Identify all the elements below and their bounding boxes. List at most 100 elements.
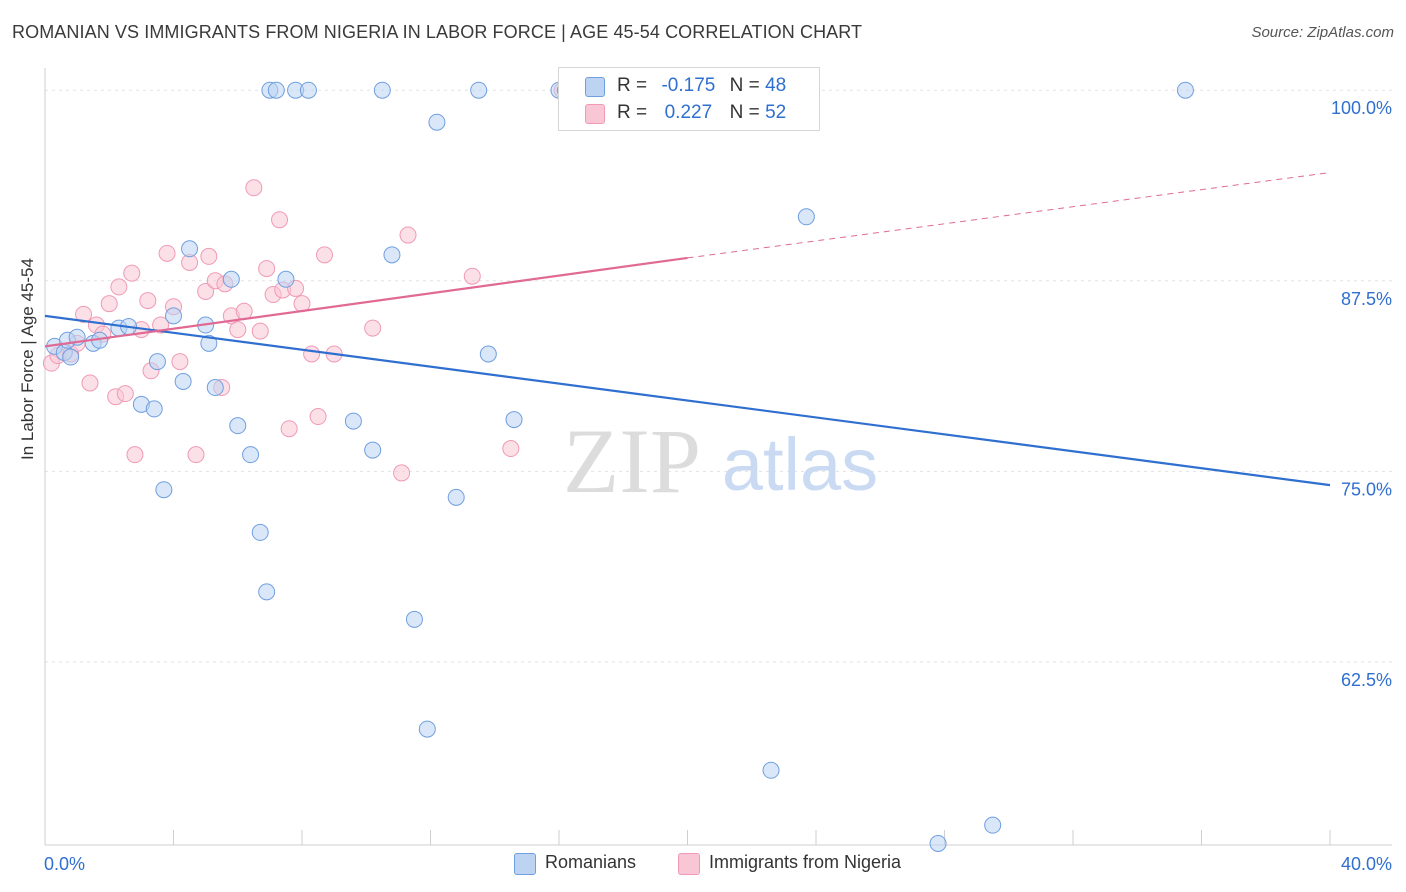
romanian-point bbox=[258, 583, 276, 601]
nigeria-point bbox=[200, 247, 218, 265]
nigeria-point bbox=[258, 260, 276, 278]
axes bbox=[44, 68, 1392, 846]
romanian-point bbox=[251, 523, 269, 541]
y-tick-label: 75.0% bbox=[1341, 479, 1392, 499]
romanian-point bbox=[418, 720, 436, 738]
romanian-point bbox=[229, 417, 247, 435]
nigeria-point bbox=[116, 385, 134, 403]
nigeria-point bbox=[364, 319, 382, 337]
nigeria-point bbox=[171, 353, 189, 371]
nigeria-point bbox=[229, 321, 247, 339]
romanian-point bbox=[148, 353, 166, 371]
y-tick-label: 87.5% bbox=[1341, 289, 1392, 309]
romanian-point bbox=[373, 81, 391, 99]
watermark-atlas: atlas bbox=[722, 423, 878, 506]
source-label: Source: ZipAtlas.com bbox=[1251, 24, 1394, 41]
nigeria-trendline-extension bbox=[687, 172, 1331, 259]
legend-item-romanians[interactable]: Romanians bbox=[514, 852, 637, 875]
nigeria-point bbox=[197, 282, 215, 300]
nigeria-point bbox=[303, 345, 321, 363]
n-value-nigeria: 52 bbox=[765, 102, 787, 123]
nigeria-point bbox=[100, 295, 118, 313]
romanian-point bbox=[762, 761, 780, 779]
trendlines bbox=[44, 172, 1331, 487]
r-label: R = bbox=[617, 75, 648, 96]
romanians-legend-swatch bbox=[514, 853, 536, 875]
nigeria-point bbox=[280, 420, 298, 438]
romanian-point bbox=[929, 834, 947, 852]
nigeria-point bbox=[75, 305, 93, 323]
nigeria-point bbox=[139, 292, 157, 310]
nigeria-point bbox=[251, 322, 269, 340]
y-tick-label: 62.5% bbox=[1341, 670, 1392, 690]
nigeria-point bbox=[187, 446, 205, 464]
nigeria-point bbox=[393, 464, 411, 482]
nigeria-legend-swatch bbox=[678, 853, 700, 875]
x-tick-label: 40.0% bbox=[1341, 854, 1392, 874]
nigeria-point bbox=[315, 246, 333, 264]
romanian-point bbox=[383, 246, 401, 264]
romanian-point bbox=[165, 307, 182, 325]
romanians-trendline bbox=[44, 314, 1331, 487]
nigeria-point bbox=[123, 264, 141, 282]
romanian-points bbox=[46, 81, 1194, 852]
chart-title: ROMANIAN VS IMMIGRANTS FROM NIGERIA IN L… bbox=[12, 22, 863, 42]
nigeria-point bbox=[81, 374, 99, 392]
legend-row-romanians: R = -0.175 N = 48 bbox=[617, 75, 786, 97]
n-value-romanians: 48 bbox=[765, 75, 787, 96]
romanian-point bbox=[200, 334, 218, 352]
nigeria-swatch bbox=[585, 104, 605, 124]
r-label: R = bbox=[617, 102, 648, 123]
romanian-point bbox=[470, 81, 488, 99]
romanian-point bbox=[242, 446, 260, 464]
romanian-point bbox=[405, 610, 423, 628]
nigeria-point bbox=[235, 302, 253, 320]
romanian-point bbox=[299, 81, 317, 99]
n-label: N = bbox=[729, 102, 760, 123]
y-tick-label: 100.0% bbox=[1331, 98, 1392, 118]
nigeria-point bbox=[245, 179, 263, 197]
r-value-nigeria: 0.227 bbox=[664, 102, 713, 123]
tick-labels: 62.5% 75.0% 87.5% 100.0% 0.0% 40.0% bbox=[44, 98, 1392, 874]
nigeria-point bbox=[399, 226, 417, 244]
nigeria-points bbox=[42, 81, 571, 482]
romanian-point bbox=[447, 488, 465, 506]
watermark-zip: ZIP bbox=[563, 410, 701, 512]
nigeria-point bbox=[110, 278, 128, 296]
r-value-romanians: -0.175 bbox=[661, 75, 716, 96]
gridlines bbox=[45, 89, 1392, 663]
romanian-point bbox=[62, 348, 80, 366]
romanian-point bbox=[277, 270, 295, 288]
romanian-point bbox=[364, 441, 382, 459]
romanian-point bbox=[797, 208, 815, 226]
nigeria-point bbox=[158, 244, 176, 262]
nigeria-point bbox=[502, 440, 520, 458]
nigeria-trendline bbox=[44, 256, 688, 348]
romanian-point bbox=[174, 372, 192, 390]
romanian-point bbox=[267, 81, 285, 99]
nigeria-point bbox=[463, 267, 481, 285]
legend-label-romanians: Romanians bbox=[545, 852, 637, 872]
romanian-point bbox=[145, 400, 163, 418]
romanian-point bbox=[1176, 81, 1194, 99]
romanian-point bbox=[344, 412, 362, 430]
n-label: N = bbox=[729, 75, 760, 96]
nigeria-point bbox=[126, 446, 144, 464]
nigeria-point bbox=[271, 211, 289, 229]
romanian-point bbox=[155, 481, 173, 499]
legend-label-nigeria: Immigrants from Nigeria bbox=[709, 852, 902, 872]
watermark: ZIP atlas bbox=[563, 410, 878, 512]
romanians-swatch bbox=[585, 77, 605, 97]
romanian-point bbox=[181, 240, 199, 258]
legend-item-nigeria[interactable]: Immigrants from Nigeria bbox=[678, 852, 902, 875]
romanian-point bbox=[479, 345, 497, 363]
romanian-point bbox=[428, 113, 446, 131]
romanian-point bbox=[206, 379, 224, 397]
x-tick-label: 0.0% bbox=[44, 854, 85, 874]
romanian-point bbox=[222, 270, 240, 288]
correlation-legend: R = -0.175 N = 48 R = 0.227 N = 52 bbox=[558, 67, 820, 131]
nigeria-point bbox=[309, 408, 327, 426]
legend-row-nigeria: R = 0.227 N = 52 bbox=[617, 102, 786, 124]
romanian-point bbox=[984, 816, 1002, 834]
